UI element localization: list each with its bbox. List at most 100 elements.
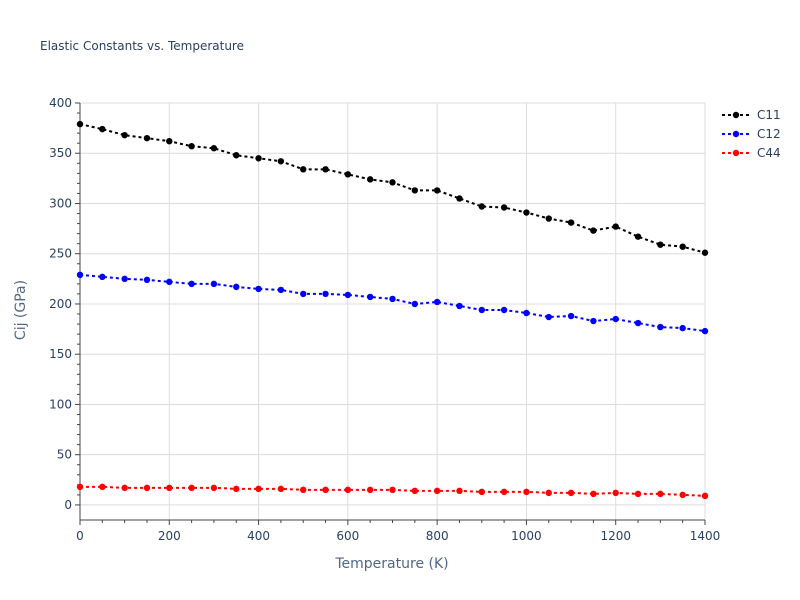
data-point-c12 [567, 312, 575, 320]
data-point-c11 [210, 145, 218, 152]
data-point-c11 [612, 223, 619, 230]
data-point-c44 [166, 484, 173, 492]
y-tick-label: 250 [49, 247, 72, 261]
y-axis-title: Cij (GPa) [13, 280, 29, 340]
data-point-c44 [567, 489, 575, 497]
data-point-c11 [322, 166, 329, 173]
data-point-c11 [701, 249, 709, 256]
data-point-c11 [300, 166, 307, 173]
data-point-c44 [478, 488, 485, 496]
data-point-c11 [143, 134, 151, 142]
data-point-c12 [500, 306, 508, 314]
y-tick-label: 0 [64, 498, 72, 512]
data-point-c44 [433, 487, 441, 495]
data-point-c12 [411, 300, 419, 308]
data-point-c44 [366, 486, 374, 494]
data-point-c44 [233, 485, 240, 493]
data-point-c11 [433, 187, 441, 194]
data-point-c44 [188, 484, 195, 492]
data-point-c44 [76, 483, 84, 491]
x-tick-label: 600 [336, 529, 359, 543]
data-point-c11 [545, 215, 552, 222]
data-point-c12 [634, 319, 642, 327]
x-tick-label: 1200 [600, 529, 631, 543]
data-point-c12 [300, 290, 307, 298]
data-point-c11 [277, 158, 285, 165]
legend-marker-c12 [732, 130, 740, 138]
data-point-c44 [389, 486, 396, 494]
data-point-c44 [612, 489, 619, 497]
data-point-c12 [76, 271, 84, 279]
data-point-c44 [143, 484, 151, 492]
data-point-c11 [255, 155, 262, 162]
data-point-c11 [657, 241, 664, 248]
data-point-c11 [500, 204, 508, 211]
data-point-c11 [634, 233, 642, 240]
data-point-c12 [121, 275, 128, 283]
data-point-c12 [545, 313, 552, 321]
data-point-c12 [701, 327, 709, 335]
data-point-c44 [679, 491, 686, 499]
data-point-c12 [456, 302, 463, 310]
data-point-c11 [166, 137, 173, 145]
data-point-c12 [523, 309, 530, 317]
data-point-c12 [233, 283, 240, 291]
data-point-c11 [523, 209, 530, 216]
data-point-c12 [366, 293, 374, 301]
data-point-c11 [478, 203, 485, 210]
data-point-c11 [76, 120, 84, 128]
data-point-c44 [99, 483, 106, 491]
data-point-c12 [255, 285, 262, 293]
y-tick-label: 350 [49, 146, 72, 160]
data-point-c11 [567, 219, 575, 226]
data-point-c44 [210, 484, 218, 492]
x-tick-label: 1400 [690, 529, 721, 543]
x-tick-label: 1000 [511, 529, 542, 543]
data-point-c44 [411, 487, 419, 495]
data-point-c44 [255, 485, 262, 493]
data-point-c11 [188, 143, 195, 150]
series-group [76, 120, 709, 500]
y-tick-label: 300 [49, 196, 72, 210]
data-point-c12 [210, 280, 218, 288]
data-point-c44 [277, 485, 285, 493]
x-tick-label: 200 [158, 529, 181, 543]
data-point-c44 [701, 492, 709, 500]
data-point-c12 [679, 324, 686, 332]
data-point-c44 [500, 488, 508, 496]
data-point-c12 [344, 291, 352, 299]
x-tick-labels: 0 200 400 600 800 1000 1200 1400 [76, 529, 720, 543]
data-point-c11 [679, 243, 686, 250]
data-point-c11 [99, 125, 106, 133]
data-point-c11 [411, 187, 419, 194]
legend-marker-c11 [732, 111, 740, 119]
chart-title: Elastic Constants vs. Temperature [40, 39, 244, 53]
data-point-c12 [188, 280, 195, 288]
data-point-c12 [478, 306, 485, 314]
legend: C11 C12 C44 [722, 108, 781, 160]
y-tick-label: 200 [49, 297, 72, 311]
axes [75, 102, 706, 525]
y-tick-label: 100 [49, 397, 72, 411]
data-point-c12 [166, 278, 173, 286]
data-point-c12 [590, 317, 597, 325]
y-tick-label: 400 [49, 96, 72, 110]
data-point-c12 [143, 276, 151, 284]
y-tick-labels: 0 50 100 150 200 250 300 350 400 [49, 96, 72, 512]
data-point-c44 [300, 486, 307, 494]
data-point-c12 [657, 323, 664, 331]
data-point-c11 [366, 176, 374, 183]
data-point-c11 [590, 227, 597, 234]
data-point-c12 [322, 290, 329, 298]
data-point-c44 [634, 490, 642, 498]
data-point-c11 [233, 152, 240, 159]
data-point-c11 [344, 171, 352, 178]
data-point-c12 [612, 315, 619, 323]
data-point-c44 [344, 486, 352, 494]
data-point-c12 [389, 295, 396, 303]
x-axis-title: Temperature (K) [334, 556, 448, 572]
data-point-c11 [389, 179, 396, 186]
data-point-c44 [523, 488, 530, 496]
data-point-c11 [121, 131, 128, 139]
